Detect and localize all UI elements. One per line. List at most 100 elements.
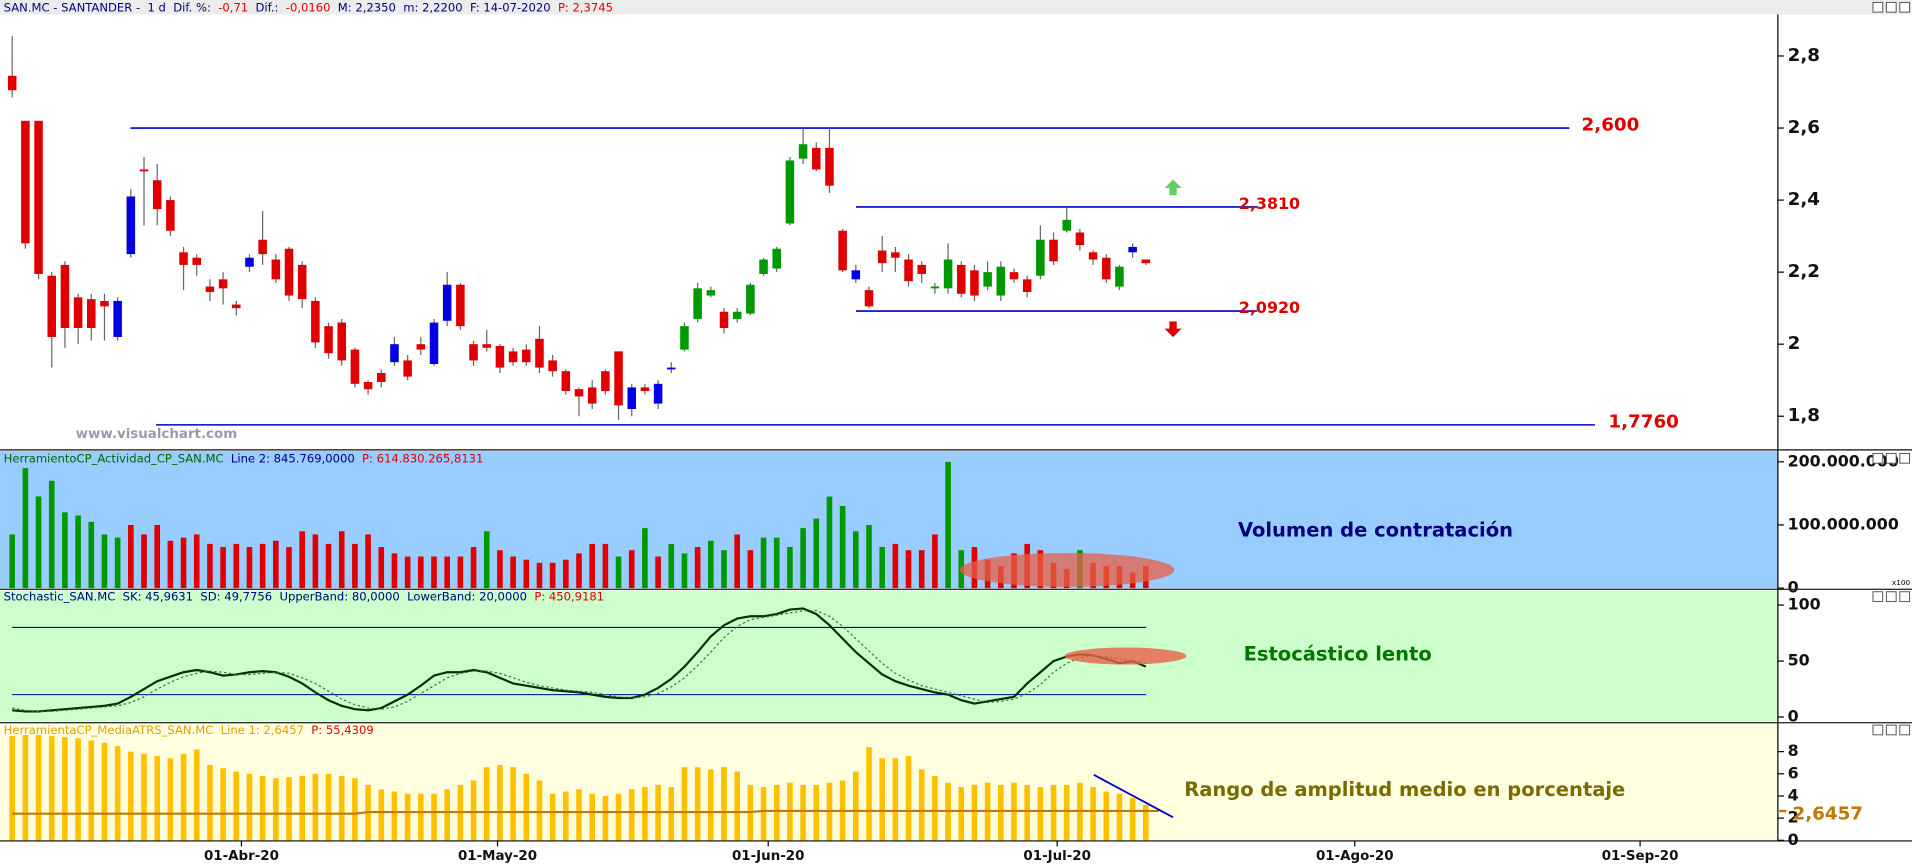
bar <box>681 553 688 589</box>
bar <box>853 771 859 841</box>
candle-body <box>746 284 755 314</box>
window-button[interactable] <box>1872 453 1884 464</box>
candle-body <box>864 290 874 307</box>
bar <box>655 556 661 589</box>
bar <box>141 534 147 589</box>
candle-body <box>87 299 96 328</box>
bar <box>813 518 820 589</box>
legend-entry: M: 2,2350 m: 2,2200 F: 14-07-2020 <box>338 0 551 14</box>
bar <box>1103 791 1110 841</box>
bar <box>628 789 635 841</box>
bar <box>431 556 437 589</box>
candle-body <box>73 297 83 328</box>
candle-body <box>258 239 267 255</box>
legend-entry: P: 55,4309 <box>311 722 373 736</box>
bar <box>141 753 147 841</box>
bar <box>114 537 121 589</box>
panel: 200.000.000 100.000.000 0 HerramientoCP_Act… <box>0 451 1911 597</box>
bar <box>1063 784 1070 841</box>
level-label: 1,7760 <box>1608 411 1679 432</box>
candle-body <box>47 275 57 337</box>
candle-body <box>719 311 729 328</box>
candle-body <box>350 349 360 384</box>
candle-body <box>1062 219 1071 231</box>
bar <box>932 776 938 841</box>
x-tick-label: 01-Jul-20 <box>1023 849 1091 864</box>
candle-body <box>21 120 30 244</box>
window-button[interactable] <box>1899 1 1911 13</box>
bar <box>800 528 806 589</box>
overlay <box>0 1 1912 842</box>
arrow-up <box>1164 179 1182 196</box>
bar <box>905 550 912 589</box>
y-tick-label: 50 <box>1788 651 1810 670</box>
x-tick-label: 01-Ago-20 <box>1316 849 1394 864</box>
candle-body <box>956 264 966 294</box>
bar <box>510 767 516 841</box>
bar <box>892 543 899 589</box>
panel-legend: HerramientaCP_MediaATRS_SAN.MC Line 1: 2… <box>4 722 374 736</box>
window-button[interactable] <box>1899 724 1911 736</box>
candle-body <box>825 147 834 186</box>
series-line <box>12 610 1146 713</box>
candle-body <box>1128 246 1137 253</box>
window-button[interactable] <box>1885 1 1897 13</box>
bar <box>75 515 81 589</box>
bar <box>88 740 95 841</box>
bar <box>259 543 266 589</box>
bar <box>1143 804 1149 841</box>
window-button[interactable] <box>1872 724 1884 736</box>
window-button[interactable] <box>1885 453 1897 464</box>
candle-body <box>377 373 386 383</box>
bar <box>207 764 213 841</box>
candle-body <box>1141 259 1151 264</box>
candle-body <box>561 371 571 392</box>
bar <box>444 556 450 589</box>
legend-entry: P: 2,3745 <box>558 0 613 14</box>
window-button[interactable] <box>1872 1 1884 13</box>
bar <box>180 537 187 589</box>
legend-entry: -0,71 <box>218 0 248 14</box>
bar <box>681 767 688 841</box>
y-tick-label: 2,2 <box>1788 261 1820 282</box>
y-tick-label: 2 <box>1788 808 1799 827</box>
highlight-volume <box>959 552 1175 587</box>
bar <box>694 547 701 589</box>
bar <box>128 751 134 841</box>
window-button[interactable] <box>1885 724 1897 736</box>
panel: 100 50 0 Stochastic_SAN.MC SK: 45,9631 SD: … <box>0 589 1821 725</box>
annotation: Rango de amplitud medio en porcentaje <box>1184 778 1625 801</box>
candle-body <box>152 180 162 210</box>
bar <box>602 543 609 589</box>
watermark: www.visualchart.com <box>76 427 238 442</box>
window-button[interactable] <box>1872 591 1884 602</box>
candle-body <box>218 279 228 289</box>
bar <box>273 778 279 841</box>
window-button[interactable] <box>1899 453 1911 464</box>
annotation: Volumen de contratación <box>1238 519 1513 542</box>
window-button[interactable] <box>1899 591 1911 602</box>
bar <box>945 461 951 589</box>
bar <box>497 550 503 589</box>
bar <box>286 777 292 841</box>
bar <box>1129 798 1136 841</box>
bar <box>88 521 95 589</box>
window-button[interactable] <box>1885 591 1897 602</box>
bar <box>1116 793 1123 841</box>
bar <box>62 737 68 841</box>
candle-body <box>495 345 505 368</box>
candle-body <box>324 326 333 354</box>
highlight-stochastic <box>1064 647 1187 665</box>
candle-body <box>614 351 623 406</box>
bar <box>62 512 68 589</box>
level-label: 2,600 <box>1582 115 1640 136</box>
candle-body <box>812 147 821 170</box>
bar <box>101 534 108 589</box>
bar <box>101 742 108 841</box>
candle-body <box>482 344 491 348</box>
candle-body <box>759 259 768 274</box>
bar <box>9 736 15 841</box>
bar <box>918 550 925 589</box>
